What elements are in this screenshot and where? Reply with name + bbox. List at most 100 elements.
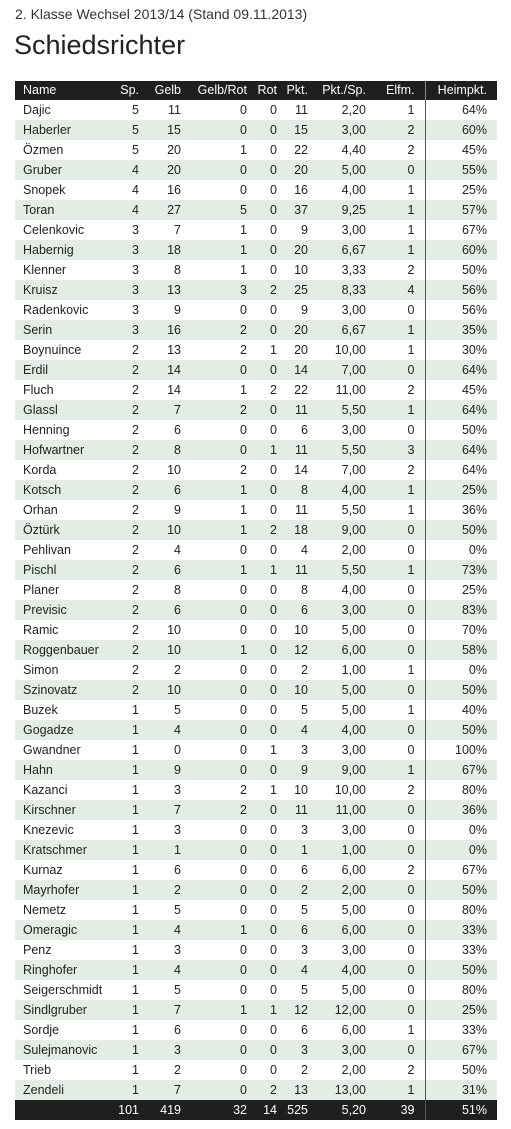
cell-penalties: 0 [407, 583, 415, 597]
cell-home-points: 67% [424, 1040, 497, 1060]
column-header-points[interactable]: Pkt. [286, 83, 308, 97]
cell-yellow: 0 [174, 743, 181, 757]
cell-red: 0 [270, 703, 277, 717]
column-header-penalties[interactable]: Elfm. [386, 83, 415, 97]
table-row: Snopek 4 16 0 0 16 4,00 1 25% [15, 180, 497, 200]
cell-games: 2 [132, 383, 139, 397]
cell-home-points: 64% [424, 100, 497, 120]
table-row: Buzek 1 5 0 0 5 5,00 1 40% [15, 700, 497, 720]
cell-points: 12 [294, 643, 308, 657]
cell-name: Kratschmer [23, 843, 87, 857]
cell-points-per-game: 6,67 [341, 243, 366, 257]
table-row: Planer 2 8 0 0 8 4,00 0 25% [15, 580, 497, 600]
cell-red: 0 [270, 143, 277, 157]
cell-yellow: 6 [174, 603, 181, 617]
cell-red: 2 [270, 1083, 277, 1097]
cell-name: Knezevic [23, 823, 74, 837]
column-header-games[interactable]: Sp. [120, 83, 139, 97]
cell-home-points: 0% [424, 660, 497, 680]
cell-name: Kurnaz [23, 863, 63, 877]
cell-yellow: 10 [167, 623, 181, 637]
cell-games: 1 [132, 1083, 139, 1097]
cell-points: 14 [294, 463, 308, 477]
cell-yellow: 2 [174, 1063, 181, 1077]
cell-name: Radenkovic [23, 303, 89, 317]
cell-yellow-red: 0 [240, 743, 247, 757]
cell-name: Ramic [23, 623, 59, 637]
cell-yellow: 9 [174, 303, 181, 317]
cell-points: 3 [301, 1043, 308, 1057]
cell-points-per-game: 5,50 [341, 503, 366, 517]
table-row: Penz 1 3 0 0 3 3,00 0 33% [15, 940, 497, 960]
cell-points: 22 [294, 383, 308, 397]
cell-points-per-game: 5,00 [341, 983, 366, 997]
table-row: Orhan 2 9 1 0 11 5,50 1 36% [15, 500, 497, 520]
cell-points: 3 [301, 823, 308, 837]
cell-red: 0 [270, 203, 277, 217]
cell-yellow: 15 [167, 123, 181, 137]
table-row: Toran 4 27 5 0 37 9,25 1 57% [15, 200, 497, 220]
cell-name: Glassl [23, 403, 58, 417]
table-row: Pischl 2 6 1 1 11 5,50 1 73% [15, 560, 497, 580]
cell-points: 5 [301, 983, 308, 997]
cell-yellow-red: 0 [240, 703, 247, 717]
cell-points-per-game: 6,00 [341, 863, 366, 877]
cell-points-per-game: 3,33 [341, 263, 366, 277]
cell-red: 1 [270, 1003, 277, 1017]
cell-red: 0 [270, 963, 277, 977]
cell-yellow-red: 0 [240, 183, 247, 197]
cell-penalties: 0 [407, 803, 415, 817]
cell-penalties: 0 [407, 983, 415, 997]
cell-yellow-red: 0 [240, 943, 247, 957]
cell-yellow-red: 3 [240, 283, 247, 297]
table-row: Gogadze 1 4 0 0 4 4,00 0 50% [15, 720, 497, 740]
cell-points-per-game: 13,00 [334, 1083, 366, 1097]
cell-penalties: 1 [407, 183, 415, 197]
cell-red: 0 [270, 263, 277, 277]
cell-games: 2 [132, 443, 139, 457]
cell-games: 2 [132, 523, 139, 537]
cell-home-points: 45% [424, 140, 497, 160]
column-header-red[interactable]: Rot [257, 83, 277, 97]
cell-points-per-game: 5,00 [341, 683, 366, 697]
cell-home-points: 70% [424, 620, 497, 640]
cell-points-per-game: 4,00 [341, 483, 366, 497]
cell-red: 0 [270, 983, 277, 997]
cell-points: 20 [294, 163, 308, 177]
cell-home-points: 33% [424, 1020, 497, 1040]
cell-yellow: 2 [174, 663, 181, 677]
column-header-yellow[interactable]: Gelb [154, 83, 181, 97]
column-header-yellow-red[interactable]: Gelb/Rot [197, 83, 247, 97]
cell-red: 0 [270, 603, 277, 617]
cell-yellow-red: 0 [240, 863, 247, 877]
cell-yellow-red: 2 [240, 803, 247, 817]
cell-penalties: 1 [407, 1023, 415, 1037]
cell-yellow: 3 [174, 783, 181, 797]
cell-yellow: 16 [167, 323, 181, 337]
table-row: Nemetz 1 5 0 0 5 5,00 0 80% [15, 900, 497, 920]
cell-name: Buzek [23, 703, 58, 717]
cell-yellow-red: 0 [240, 843, 247, 857]
cell-points: 11 [295, 563, 308, 577]
cell-red: 0 [270, 183, 277, 197]
cell-penalties: 0 [407, 623, 415, 637]
cell-games: 1 [132, 803, 139, 817]
cell-penalties: 2 [407, 863, 415, 877]
cell-games: 2 [132, 583, 139, 597]
cell-yellow: 7 [174, 223, 181, 237]
cell-red: 0 [270, 123, 277, 137]
cell-penalties: 1 [407, 323, 415, 337]
column-header-name[interactable]: Name [23, 83, 57, 97]
cell-name: Habernig [23, 243, 74, 257]
column-header-points-per-game[interactable]: Pkt./Sp. [322, 83, 366, 97]
cell-penalties: 1 [407, 563, 415, 577]
cell-yellow: 8 [174, 443, 181, 457]
cell-yellow-red: 0 [240, 443, 247, 457]
cell-penalties: 1 [407, 203, 415, 217]
column-header-home-points[interactable]: Heimpkt. [424, 81, 497, 100]
cell-penalties: 0 [407, 963, 415, 977]
cell-home-points: 25% [424, 480, 497, 500]
cell-points-per-game: 6,00 [341, 1023, 366, 1037]
cell-points-per-game: 8,33 [341, 283, 366, 297]
cell-penalties: 0 [407, 523, 415, 537]
